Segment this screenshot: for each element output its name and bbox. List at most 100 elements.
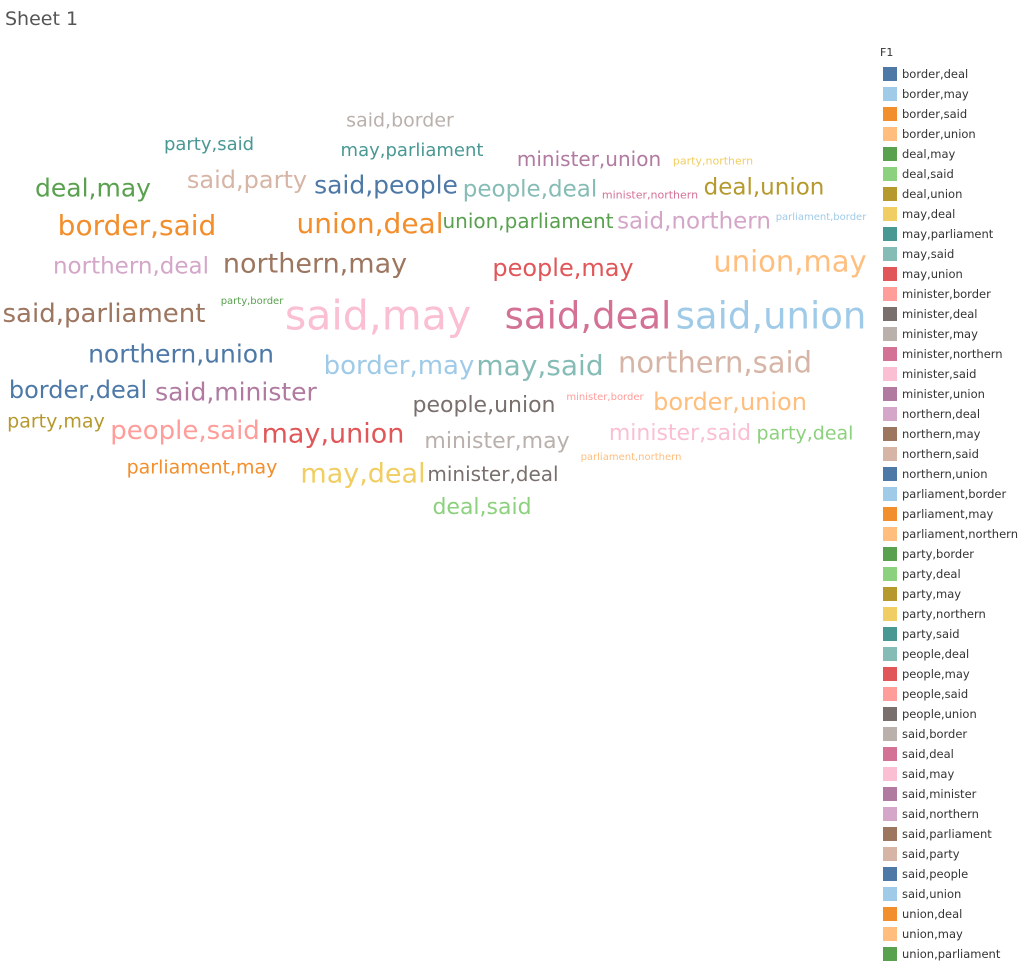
word-union-parliament[interactable]: union,parliament <box>442 209 614 233</box>
word-border-said[interactable]: border,said <box>57 209 217 242</box>
legend-item[interactable]: border,union <box>880 124 1018 144</box>
legend-item[interactable]: deal,said <box>880 164 1018 184</box>
word-minister-border[interactable]: minister,border <box>566 392 644 403</box>
word-minister-deal[interactable]: minister,deal <box>427 462 559 486</box>
legend-item[interactable]: said,deal <box>880 744 1018 764</box>
legend-label: minister,deal <box>902 307 978 321</box>
legend-item[interactable]: northern,union <box>880 464 1018 484</box>
color-legend[interactable]: F1 border,deal border,may border,said borde… <box>880 46 1018 964</box>
legend-swatch <box>883 507 897 521</box>
word-parliament-northern[interactable]: parliament,northern <box>580 452 682 463</box>
word-party-deal[interactable]: party,deal <box>756 422 854 445</box>
word-said-northern[interactable]: said,northern <box>617 208 771 235</box>
word-minister-said[interactable]: minister,said <box>608 421 752 446</box>
word-people-deal[interactable]: people,deal <box>462 176 598 203</box>
legend-item[interactable]: said,northern <box>880 804 1018 824</box>
word-people-may[interactable]: people,may <box>492 254 634 282</box>
legend-item[interactable]: people,deal <box>880 644 1018 664</box>
word-parliament-may[interactable]: parliament,may <box>126 456 278 479</box>
legend-item[interactable]: minister,northern <box>880 344 1018 364</box>
word-border-union[interactable]: border,union <box>653 388 807 416</box>
word-minister-may[interactable]: minister,may <box>424 429 570 454</box>
legend-item[interactable]: union,parliament <box>880 944 1018 964</box>
legend-label: said,parliament <box>902 827 992 841</box>
legend-item[interactable]: may,said <box>880 244 1018 264</box>
legend-item[interactable]: minister,border <box>880 284 1018 304</box>
word-may-deal[interactable]: may,deal <box>300 458 426 490</box>
word-union-deal[interactable]: union,deal <box>296 207 444 240</box>
legend-item[interactable]: border,may <box>880 84 1018 104</box>
word-parliament-border[interactable]: parliament,border <box>775 212 867 223</box>
legend-item[interactable]: northern,may <box>880 424 1018 444</box>
word-northern-deal[interactable]: northern,deal <box>52 253 210 280</box>
word-said-union[interactable]: said,union <box>675 294 867 338</box>
word-party-northern[interactable]: party,northern <box>672 154 754 168</box>
word-northern-union[interactable]: northern,union <box>88 339 274 369</box>
legend-swatch <box>883 227 897 241</box>
legend-item[interactable]: may,parliament <box>880 224 1018 244</box>
legend-item[interactable]: border,said <box>880 104 1018 124</box>
legend-item[interactable]: minister,union <box>880 384 1018 404</box>
legend-item[interactable]: party,may <box>880 584 1018 604</box>
word-people-said[interactable]: people,said <box>110 416 260 446</box>
legend-item[interactable]: party,said <box>880 624 1018 644</box>
word-may-parliament[interactable]: may,parliament <box>340 140 484 161</box>
word-said-parliament[interactable]: said,parliament <box>2 299 206 329</box>
word-deal-union[interactable]: deal,union <box>703 174 825 201</box>
word-may-union[interactable]: may,union <box>261 418 405 450</box>
legend-item[interactable]: said,border <box>880 724 1018 744</box>
legend-swatch <box>883 687 897 701</box>
word-said-party[interactable]: said,party <box>186 166 308 194</box>
legend-item[interactable]: party,northern <box>880 604 1018 624</box>
word-said-border[interactable]: said,border <box>346 109 454 132</box>
word-said-minister[interactable]: said,minister <box>155 377 317 407</box>
legend-item[interactable]: party,deal <box>880 564 1018 584</box>
legend-item[interactable]: people,union <box>880 704 1018 724</box>
word-may-said[interactable]: may,said <box>476 349 604 382</box>
word-minister-union[interactable]: minister,union <box>516 147 662 171</box>
word-minister-northern[interactable]: minister,northern <box>601 188 699 202</box>
word-said-may[interactable]: said,may <box>284 291 472 340</box>
word-deal-said[interactable]: deal,said <box>432 495 532 520</box>
word-northern-may[interactable]: northern,may <box>222 248 408 280</box>
legend-item[interactable]: northern,said <box>880 444 1018 464</box>
word-party-said[interactable]: party,said <box>163 134 255 155</box>
legend-item[interactable]: parliament,may <box>880 504 1018 524</box>
legend-item[interactable]: northern,deal <box>880 404 1018 424</box>
legend-item[interactable]: said,may <box>880 764 1018 784</box>
legend-item[interactable]: parliament,border <box>880 484 1018 504</box>
legend-item[interactable]: minister,said <box>880 364 1018 384</box>
legend-item[interactable]: may,union <box>880 264 1018 284</box>
legend-item[interactable]: said,union <box>880 884 1018 904</box>
legend-item[interactable]: minister,deal <box>880 304 1018 324</box>
word-deal-may[interactable]: deal,may <box>35 173 151 203</box>
legend-item[interactable]: parliament,northern <box>880 524 1018 544</box>
legend-item[interactable]: party,border <box>880 544 1018 564</box>
word-party-may[interactable]: party,may <box>7 410 105 433</box>
legend-item[interactable]: minister,may <box>880 324 1018 344</box>
legend-item[interactable]: border,deal <box>880 64 1018 84</box>
word-party-border[interactable]: party,border <box>220 296 284 307</box>
legend-item[interactable]: said,parliament <box>880 824 1018 844</box>
legend-item[interactable]: union,deal <box>880 904 1018 924</box>
legend-item[interactable]: people,said <box>880 684 1018 704</box>
word-border-deal[interactable]: border,deal <box>8 376 148 404</box>
legend-label: minister,border <box>902 287 991 301</box>
word-border-may[interactable]: border,may <box>323 351 475 381</box>
word-union-may[interactable]: union,may <box>713 244 867 279</box>
legend-item[interactable]: said,party <box>880 844 1018 864</box>
legend-item[interactable]: said,minister <box>880 784 1018 804</box>
legend-item[interactable]: said,people <box>880 864 1018 884</box>
legend-item[interactable]: deal,may <box>880 144 1018 164</box>
word-said-deal[interactable]: said,deal <box>504 294 672 338</box>
legend-swatch <box>883 347 897 361</box>
legend-item[interactable]: deal,union <box>880 184 1018 204</box>
legend-swatch <box>883 827 897 841</box>
legend-item[interactable]: union,may <box>880 924 1018 944</box>
word-people-union[interactable]: people,union <box>412 393 556 418</box>
legend-swatch <box>883 727 897 741</box>
word-said-people[interactable]: said,people <box>314 170 458 200</box>
word-northern-said[interactable]: northern,said <box>618 345 812 380</box>
legend-item[interactable]: people,may <box>880 664 1018 684</box>
legend-item[interactable]: may,deal <box>880 204 1018 224</box>
